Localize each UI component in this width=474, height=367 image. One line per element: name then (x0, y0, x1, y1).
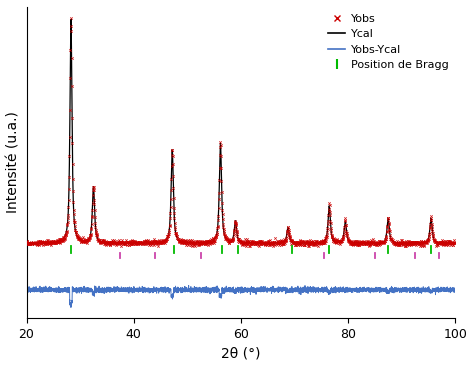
Y-axis label: Intensité (u.a.): Intensité (u.a.) (7, 112, 21, 213)
X-axis label: 2θ (°): 2θ (°) (221, 346, 261, 360)
Legend: Yobs, Ycal, Yobs-Ycal, Position de Bragg: Yobs, Ycal, Yobs-Ycal, Position de Bragg (324, 9, 453, 75)
